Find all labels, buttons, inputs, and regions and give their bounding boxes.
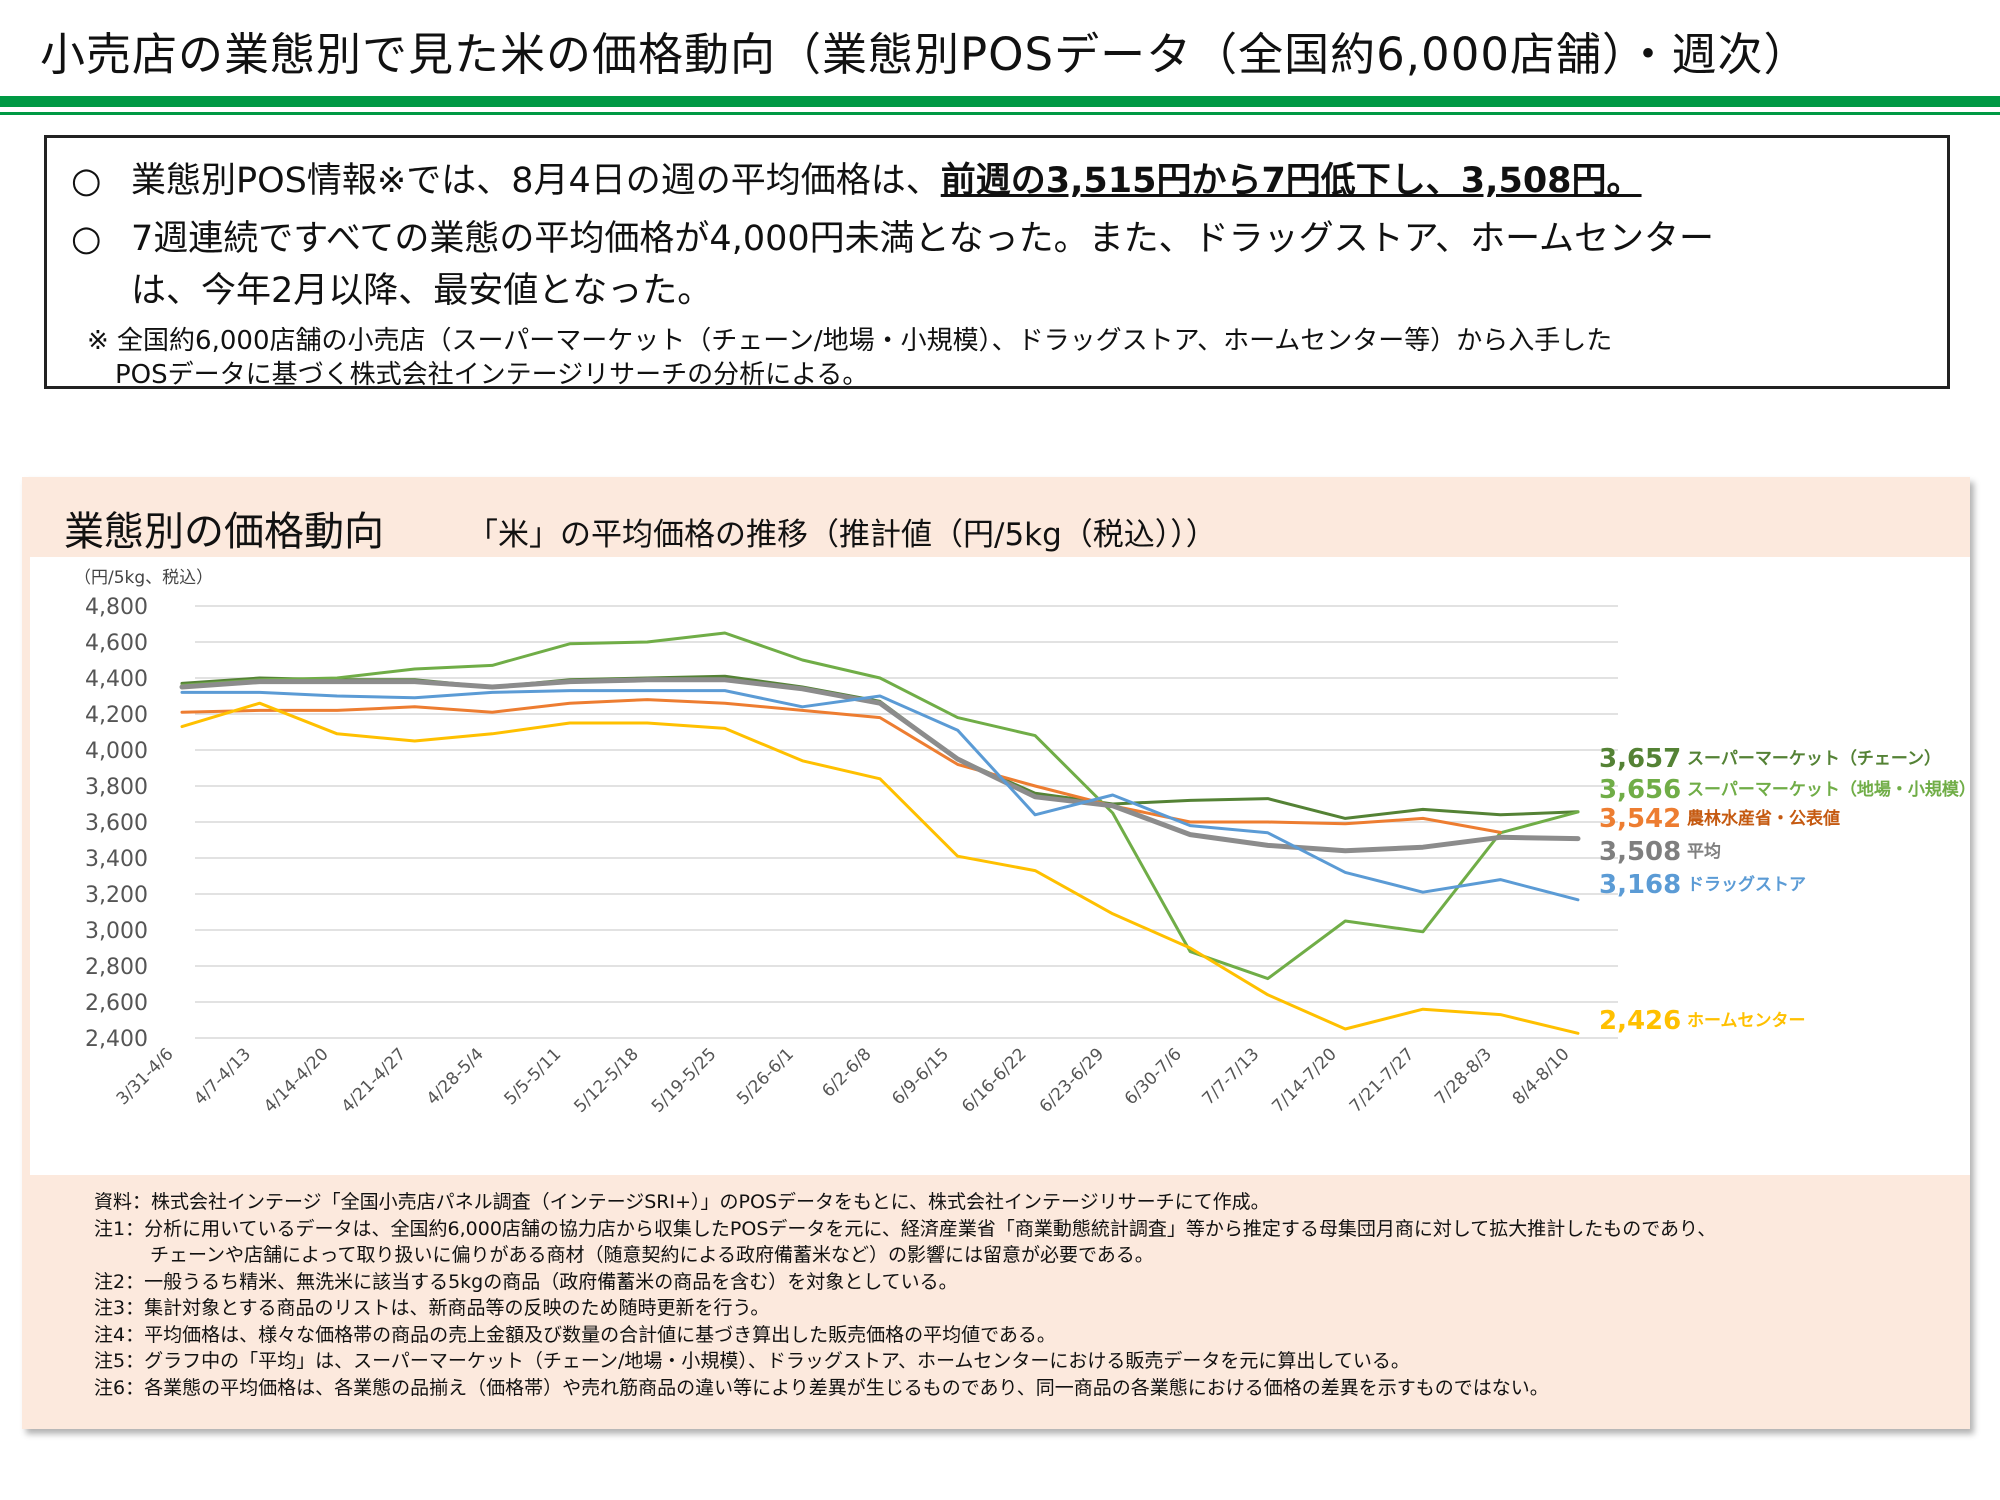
y-tick-label: 2,400 [85,1027,148,1052]
x-tick-label: 7/7-7/13 [1198,1044,1263,1109]
x-tick-label: 7/21-7/27 [1346,1044,1418,1116]
y-tick-label: 4,400 [85,667,148,692]
note-4: 注4：平均価格は、様々な価格帯の商品の売上金額及び数量の合計値に基づき算出した販… [94,1323,1056,1346]
series-line [180,698,1502,834]
summary-footnote-line1: ※ 全国約6,000店舗の小売店（スーパーマーケット（チェーン/地場・小規模）、… [87,326,1613,356]
y-tick-label: 4,800 [85,595,148,620]
data-label: 3,168 [1599,870,1681,900]
x-tick-label: 6/2-6/8 [818,1044,875,1101]
note-5: 注5：グラフ中の「平均」は、スーパーマーケット（チェーン/地場・小規模）、ドラッ… [94,1350,1410,1372]
series-line [180,631,1580,981]
title-rule-thin [0,112,2000,115]
x-tick-label: 7/14-7/20 [1268,1044,1340,1116]
notes-block: 資料：株式会社インテージ「全国小売店パネル調査（インテージSRI+）」のPOSデ… [94,1189,1716,1401]
y-tick-label: 3,000 [85,919,148,944]
summary-line2-continuation: は、今年2月以降、最安値となった。 [131,271,713,311]
y-axis-unit-label: （円/5kg、税込） [74,568,213,588]
y-tick-label: 4,600 [85,631,148,656]
series-name-label: 平均 [1687,841,1721,862]
x-tick-label: 5/19-5/25 [648,1044,720,1116]
data-label: 2,426 [1599,1006,1681,1036]
x-tick-label: 4/28-5/4 [423,1044,488,1109]
series-line [179,677,1581,854]
x-tick-label: 7/28-8/3 [1431,1044,1496,1109]
note-3: 注3：集計対象とする商品のリストは、新商品等の反映のため随時更新を行う。 [94,1297,770,1319]
data-label: 3,656 [1599,775,1681,805]
x-tick-label: 6/9-6/15 [888,1044,953,1109]
bullet-circle-icon: ○ [71,219,102,259]
summary-footnote-line2: POSデータに基づく株式会社インテージリサーチの分析による。 [115,360,869,390]
x-tick-label: 4/14-4/20 [260,1044,332,1116]
y-tick-label: 4,200 [85,703,148,728]
note-source: 資料：株式会社インテージ「全国小売店パネル調査（インテージSRI+）」のPOSデ… [94,1191,1270,1213]
summary-line1-prefix: 業態別POS情報※では、8月4日の週の平均価格は、 [131,161,941,201]
series-name-label: ドラッグストア [1687,874,1806,895]
series-line [180,689,1580,902]
title-rule-thick [0,96,2000,107]
x-tick-label: 3/31-4/6 [113,1044,178,1109]
x-tick-label: 8/4-8/10 [1509,1044,1574,1109]
summary-line2: 7週連続ですべての業態の平均価格が4,000円未満となった。また、ドラッグストア… [131,219,1715,259]
y-tick-label: 4,000 [85,739,148,764]
data-label: 3,542 [1599,804,1681,834]
y-tick-label: 3,800 [85,775,148,800]
x-tick-label: 6/23-6/29 [1036,1044,1108,1116]
y-tick-label: 3,400 [85,847,148,872]
y-tick-label: 3,200 [85,883,148,908]
series-name-label: 農林水産省・公表値 [1687,808,1840,829]
note-6: 注6：各業態の平均価格は、各業態の品揃え（価格帯）や売れ筋商品の違い等により差異… [94,1376,1549,1399]
series-name-label: ホームセンター [1687,1011,1806,1031]
page-title: 小売店の業態別で見た米の価格動向（業態別POSデータ（全国約6,000店舗）・週… [40,28,1810,81]
panel-title: 業態別の価格動向 [64,509,384,555]
y-tick-label: 2,800 [85,955,148,980]
note-2: 注2：一般うるち精米、無洗米に該当する5kgの商品（政府備蓄米の商品を含む）を対… [94,1270,958,1293]
x-tick-label: 5/5-5/11 [500,1044,565,1109]
summary-box: ○ 業態別POS情報※では、8月4日の週の平均価格は、前週の3,515円から7円低… [44,135,1950,390]
summary-bullet-1: ○ 業態別POS情報※では、8月4日の週の平均価格は、前週の3,515円から7円低… [71,152,1642,203]
series-line [180,701,1580,1035]
y-tick-label: 2,600 [85,991,148,1016]
summary-bullet-2: ○ 7週連続ですべての業態の平均価格が4,000円未満となった。また、ドラッグスト… [71,210,1714,261]
note-1-continuation: チェーンや店舗によって取り扱いに偏りがある商材（随意契約による政府備蓄米など）の… [150,1244,1154,1266]
panel-subtitle: 「米」の平均価格の推移（推計値（円/5kg（税込））） [467,517,1217,553]
price-trend-line-chart: （円/5kg、税込） 2,400 2,600 2,800 3,000 3,200 3,400… [74,568,1970,1117]
note-1: 注1：分析に用いているデータは、全国約6,000店舗の協力店から収集したPOSデ… [94,1217,1717,1240]
summary-line1-emphasis: 前週の3,515円から7円低下し、3,508円 [940,161,1607,201]
x-tick-label: 5/26-6/1 [733,1044,798,1109]
x-tick-label: 6/30-7/6 [1121,1044,1186,1109]
x-tick-label: 5/12-5/18 [570,1044,642,1116]
bullet-circle-icon: ○ [71,161,102,201]
data-label: 3,508 [1599,837,1681,867]
x-tick-label: 4/21-4/27 [338,1044,410,1116]
series-name-label: スーパーマーケット（地場・小規模） [1687,779,1970,800]
x-tick-label: 6/16-6/22 [958,1044,1030,1116]
series-name-label: スーパーマーケット（チェーン） [1687,748,1941,769]
chart-area: （円/5kg、税込） 2,400 2,600 2,800 3,000 3,200 3,400… [30,557,1970,1175]
y-tick-label: 3,600 [85,811,148,836]
x-tick-label: 4/7-4/13 [190,1044,255,1109]
summary-line1-suffix: 。 [1606,161,1642,201]
data-label: 3,657 [1599,744,1681,774]
chart-panel: 業態別の価格動向 「米」の平均価格の推移（推計値（円/5kg（税込））） （円/… [22,477,1970,1429]
